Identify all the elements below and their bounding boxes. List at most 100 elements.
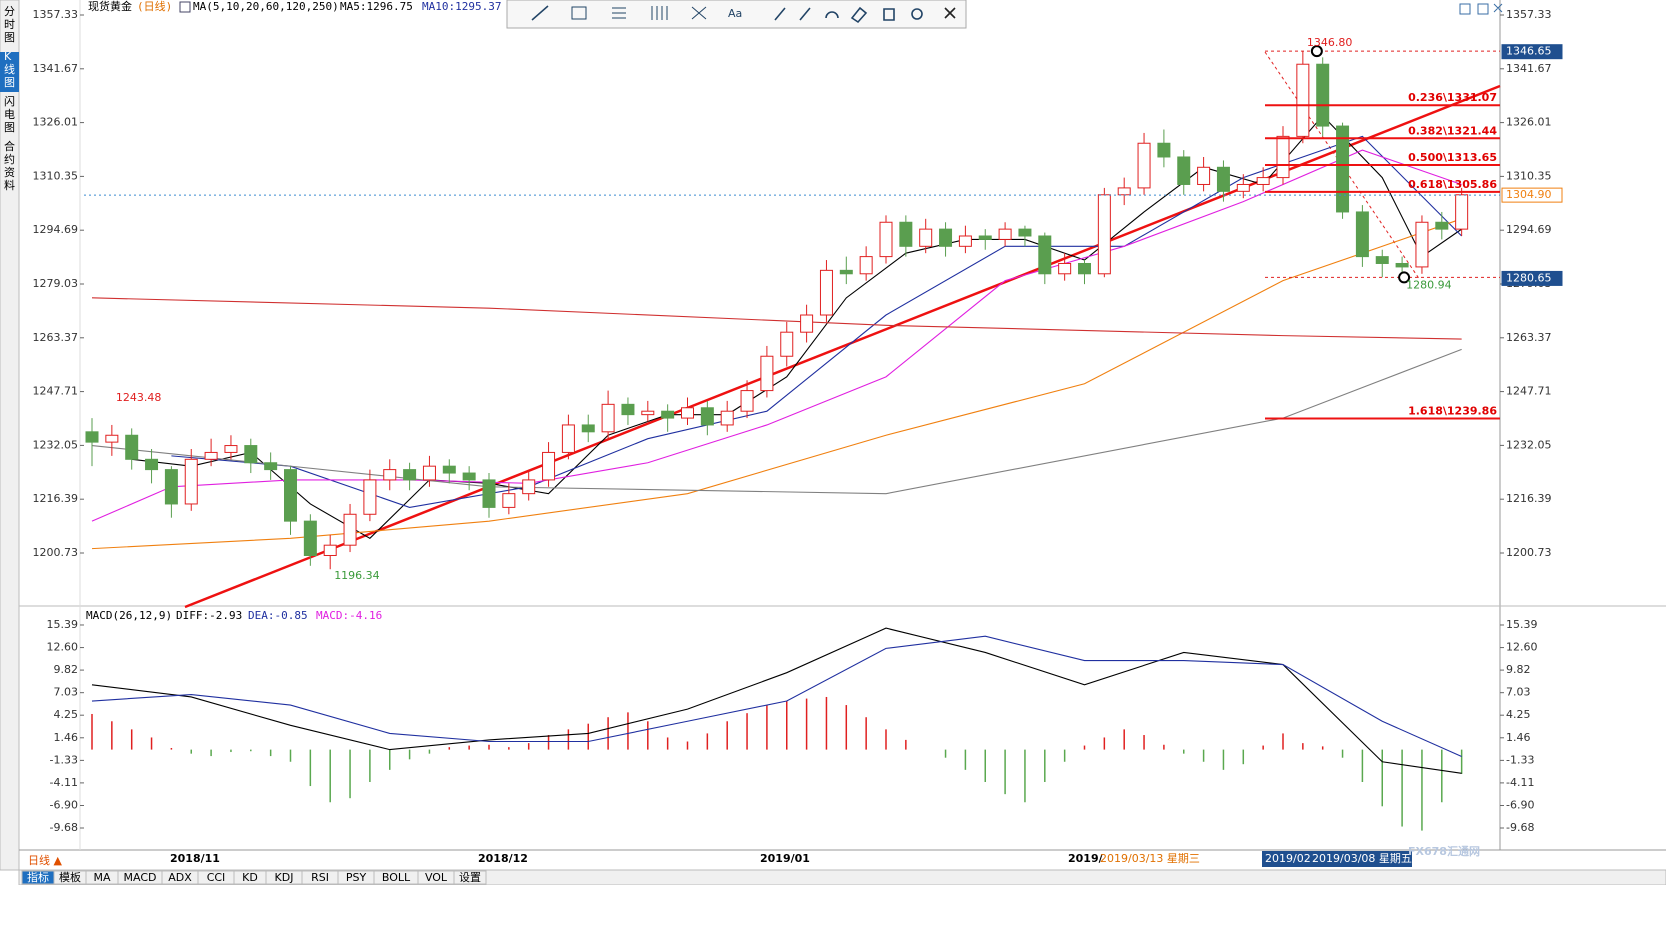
- candle-body: [1078, 262, 1091, 275]
- macd-title: MACD(26,12,9): [86, 609, 172, 622]
- y-tick-label-left: -9.68: [50, 821, 78, 834]
- sidebar-tab[interactable]: 图: [4, 76, 15, 89]
- candle-body: [1197, 166, 1211, 185]
- macd-line: [91, 635, 1462, 757]
- tool-rect[interactable]: [571, 6, 587, 20]
- tool-pattern[interactable]: [691, 6, 707, 20]
- candle-body: [561, 424, 575, 453]
- y-tick-label-left: -4.11: [50, 776, 78, 789]
- candle-body: [363, 479, 377, 515]
- sidebar-tab[interactable]: K: [4, 50, 12, 63]
- tool-gann[interactable]: [651, 6, 668, 20]
- candle-body: [1038, 235, 1052, 275]
- y-tick-label-left: 1310.35: [33, 169, 79, 182]
- toolbar-close[interactable]: [944, 7, 956, 19]
- y-tick-label-left: 1200.73: [33, 546, 79, 559]
- candle-body: [1455, 194, 1469, 230]
- tool-line[interactable]: [531, 5, 549, 21]
- candle-body: [760, 355, 774, 392]
- candle-body: [581, 424, 595, 433]
- y-tick-label-left: 7.03: [54, 686, 79, 699]
- fib-label: 0.236\1331.07: [1408, 91, 1497, 104]
- candle-body: [264, 462, 278, 471]
- sidebar-tab[interactable]: 资: [4, 166, 15, 179]
- tool-icons[interactable]: [774, 6, 923, 24]
- candle-body: [462, 472, 476, 481]
- candle-body: [681, 407, 694, 419]
- window-buttons[interactable]: [1459, 3, 1503, 15]
- candle-body: [978, 235, 992, 240]
- candle-body: [244, 445, 258, 464]
- toolbar: Aa: [506, 0, 967, 29]
- macd-line: [91, 627, 1462, 774]
- y-tick-label: -6.90: [1506, 798, 1534, 811]
- sidebar-tab[interactable]: 料: [4, 178, 15, 192]
- y-tick-label: 1357.33: [1506, 8, 1552, 21]
- background: [0, 0, 1666, 885]
- candle-body: [164, 469, 178, 505]
- sidebar-tab[interactable]: 图: [4, 121, 15, 134]
- candle-body: [1097, 194, 1111, 275]
- ma-line: [91, 218, 1462, 550]
- dea-label: DEA:-0.85: [248, 609, 308, 622]
- cursor-date: 2019/03/08 星期五: [1312, 852, 1412, 865]
- candle-body: [204, 451, 218, 460]
- candle-body: [85, 431, 99, 443]
- candle-body: [1395, 262, 1409, 268]
- candle-body: [542, 451, 556, 481]
- candle-body: [482, 479, 496, 508]
- y-tick-label-left: 1263.37: [33, 331, 79, 344]
- candle-body: [1355, 211, 1369, 258]
- tab-label: BOLL: [382, 871, 411, 884]
- y-tick-label: 1216.39: [1506, 492, 1552, 505]
- candle-body: [502, 493, 516, 508]
- candle-body: [720, 410, 734, 426]
- candle-body: [522, 479, 536, 495]
- tab-label: 设置: [459, 871, 481, 884]
- sidebar-tab[interactable]: 电: [4, 108, 15, 121]
- candle-body: [184, 458, 198, 505]
- candle-body: [601, 403, 615, 433]
- toolbar-box: [506, 0, 967, 29]
- y-tick-label-left: 9.82: [54, 663, 79, 676]
- candle-body: [819, 269, 833, 316]
- price-tag: [1501, 270, 1563, 286]
- tab[interactable]: [453, 870, 487, 885]
- tab-label: 指标: [27, 870, 49, 884]
- y-tick-label: 1232.05: [1506, 438, 1552, 451]
- y-tick-label: -1.33: [1506, 753, 1534, 766]
- ma-icon[interactable]: [179, 1, 191, 13]
- sidebar-tab[interactable]: 闪: [4, 94, 15, 108]
- sidebar: [0, 0, 20, 871]
- extreme-label: 1196.34: [334, 569, 380, 582]
- sidebar-tab[interactable]: 线: [4, 62, 15, 76]
- candle-body: [939, 228, 953, 247]
- sidebar-tab[interactable]: 约: [4, 153, 15, 166]
- extreme-label: 1243.48: [116, 391, 162, 404]
- y-tick-label-left: 1.46: [54, 731, 79, 744]
- sidebar-tab[interactable]: 时: [4, 18, 15, 31]
- candle-body: [1296, 63, 1310, 137]
- y-tick-label: -4.11: [1506, 776, 1534, 789]
- y-tick-label-left: 1247.71: [33, 385, 79, 398]
- instrument: 现货黄金: [88, 0, 132, 13]
- candle-body: [284, 469, 297, 522]
- candle-body: [899, 221, 913, 247]
- y-tick-label-left: -1.33: [50, 753, 78, 766]
- candle-body: [879, 221, 893, 258]
- sidebar-tab[interactable]: 合: [4, 139, 15, 153]
- price-tag-label: 1304.90: [1506, 188, 1552, 201]
- candle-body: [224, 445, 238, 453]
- y-tick-label-left: 4.25: [54, 708, 79, 721]
- candle-body: [1216, 166, 1230, 192]
- y-tick-label-left: 1279.03: [33, 277, 79, 290]
- sidebar-tab[interactable]: 图: [4, 31, 15, 44]
- candle-body: [621, 403, 635, 416]
- tool-fib[interactable]: [612, 7, 626, 19]
- ma-params: MA(5,10,20,60,120,250): [193, 0, 339, 13]
- candle-body: [1157, 142, 1171, 158]
- tool-text[interactable]: Aa: [728, 7, 742, 20]
- period-button[interactable]: 日线 ▲: [28, 853, 62, 867]
- sidebar-tab[interactable]: 分: [4, 5, 15, 18]
- ma10: MA10:1295.37: [422, 0, 501, 13]
